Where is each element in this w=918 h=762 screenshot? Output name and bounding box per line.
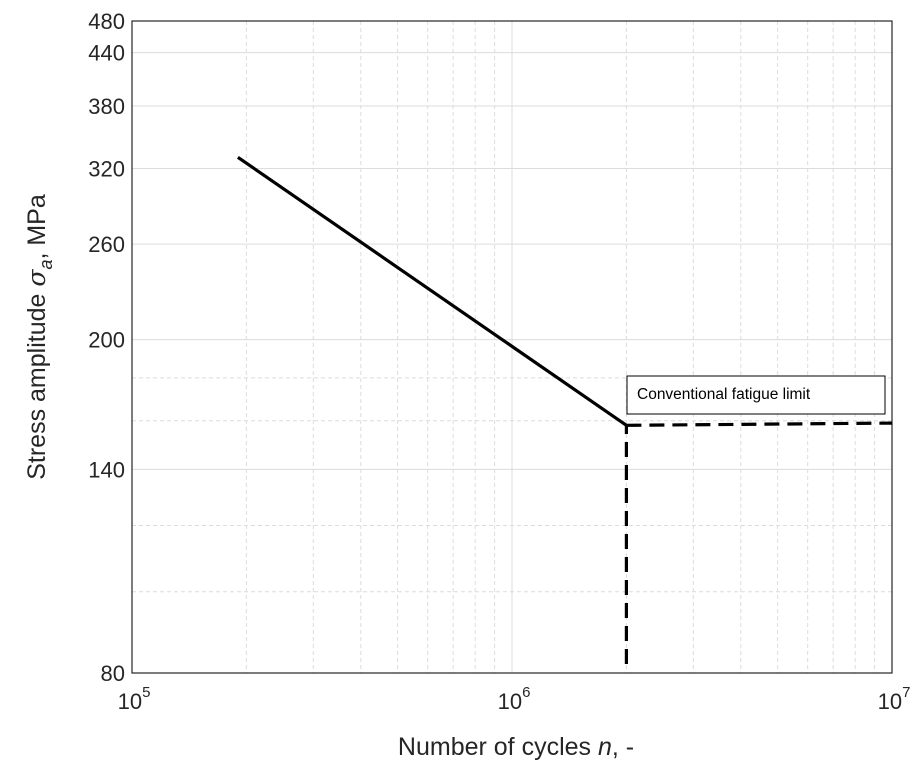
- x-tick-labels: 105 106 107: [118, 684, 911, 714]
- y-axis-label-prefix: Stress amplitude: [23, 287, 51, 480]
- x-tick-exponent: 5: [142, 684, 150, 701]
- annotation-text: Conventional fatigue limit: [637, 386, 811, 403]
- y-tick-label: 80: [101, 661, 125, 686]
- series-group: [236, 155, 893, 664]
- x-tick-label: 107: [878, 684, 911, 714]
- x-axis-label: Number of cycles n, -: [398, 733, 634, 761]
- y-axis-label-suffix: , MPa: [23, 194, 51, 259]
- annotation-group: Conventional fatigue limit: [626, 375, 886, 415]
- x-tick-exponent: 6: [522, 684, 530, 701]
- x-tick-label: 106: [498, 684, 531, 714]
- y-tick-label: 380: [88, 94, 125, 119]
- x-tick-base: 10: [878, 689, 902, 714]
- x-tick-base: 10: [498, 689, 522, 714]
- y-tick-label: 260: [88, 232, 125, 257]
- x-tick-label: 105: [118, 684, 151, 714]
- sn-curve-line: [236, 155, 628, 427]
- y-tick-label: 200: [88, 328, 125, 353]
- y-axis-label: Stress amplitude σa, MPa: [22, 194, 56, 480]
- y-axis-label-subscript: a: [36, 260, 56, 270]
- fatigue-limit-dashed-line-1: [626, 421, 893, 427]
- y-axis-label-sigma: σ: [22, 269, 51, 287]
- x-axis-label-variable: n: [598, 733, 612, 761]
- y-tick-labels: 80 140 200 260 320 380 440 480: [88, 9, 125, 686]
- x-axis-label-suffix: , -: [612, 733, 634, 761]
- y-tick-label: 480: [88, 9, 125, 34]
- annotation-box: [626, 375, 886, 415]
- x-tick-base: 10: [118, 689, 142, 714]
- x-tick-exponent: 7: [902, 684, 910, 701]
- y-tick-label: 440: [88, 41, 125, 66]
- plot-area-frame: [131, 20, 893, 674]
- y-tick-label: 140: [88, 457, 125, 482]
- y-tick-label: 320: [88, 157, 125, 182]
- x-axis-label-prefix: Number of cycles: [398, 733, 598, 761]
